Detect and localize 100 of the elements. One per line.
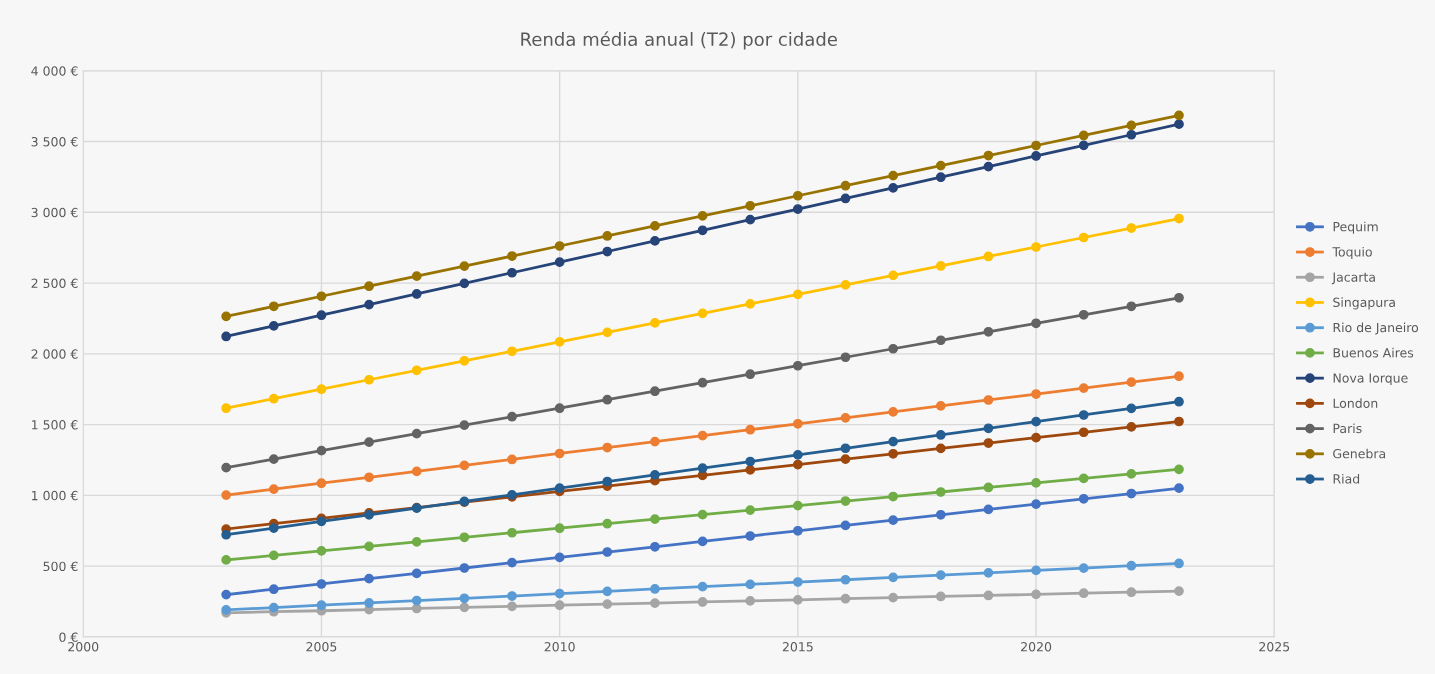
point: [507, 346, 517, 357]
y-tick-label: 2 000 €: [31, 349, 78, 359]
point: [935, 487, 946, 497]
point: [983, 161, 994, 172]
point: [507, 251, 517, 261]
point: [268, 584, 279, 595]
x-tick-label: 2025: [1259, 642, 1290, 652]
point: [459, 261, 470, 271]
x-tick-label: 2005: [306, 642, 337, 652]
point: [554, 600, 565, 611]
point: [459, 532, 470, 543]
point: [840, 574, 851, 585]
point: [316, 579, 327, 589]
legend-label: Paris: [1333, 423, 1362, 434]
point: [602, 599, 613, 609]
point: [316, 478, 327, 489]
point: [697, 536, 708, 547]
point: [554, 403, 565, 414]
point: [221, 462, 232, 473]
point: [602, 327, 613, 338]
point: [745, 505, 756, 515]
y-tick-label: 1 500 €: [32, 420, 78, 430]
point: [221, 589, 232, 600]
point: [268, 602, 279, 613]
point: [697, 463, 708, 474]
point: [411, 466, 422, 477]
point: [983, 482, 994, 493]
legend-label: Singapura: [1333, 297, 1395, 310]
point: [935, 172, 946, 183]
point: [1126, 403, 1137, 414]
point: [650, 584, 660, 594]
point: [792, 577, 803, 587]
point: [602, 231, 613, 241]
point: [221, 490, 232, 500]
point: [221, 403, 232, 414]
point: [364, 299, 374, 310]
legend-label: Toquio: [1332, 246, 1372, 260]
point: [364, 598, 374, 608]
point: [411, 536, 422, 547]
point: [221, 555, 232, 565]
point: [554, 552, 565, 563]
point: [411, 365, 422, 376]
point: [1078, 383, 1089, 393]
point: [935, 509, 946, 520]
point: [554, 588, 565, 599]
point: [745, 579, 756, 590]
point: [935, 261, 946, 271]
point: [602, 476, 613, 487]
point: [1031, 589, 1041, 600]
point: [745, 595, 756, 606]
point: [411, 595, 422, 606]
point: [697, 509, 708, 520]
point: [840, 496, 851, 506]
point: [507, 454, 517, 465]
point: [792, 204, 803, 214]
point: [935, 335, 946, 346]
point: [888, 270, 899, 281]
point: [1078, 309, 1089, 320]
point: [792, 500, 803, 511]
legend-label: Buenos Aires: [1333, 347, 1414, 358]
point: [983, 251, 994, 262]
point: [983, 150, 994, 161]
point: [602, 586, 613, 597]
point: [983, 326, 994, 337]
point: [459, 602, 470, 613]
point: [316, 291, 327, 302]
point: [840, 193, 851, 204]
legend-label: London: [1333, 398, 1378, 408]
point: [1031, 565, 1041, 576]
point: [745, 531, 756, 541]
point: [1078, 473, 1089, 484]
point: [983, 423, 994, 434]
point: [1174, 292, 1184, 303]
point: [316, 600, 327, 611]
point: [745, 456, 756, 467]
y-tick-label: 500 €: [43, 561, 78, 572]
y-tick-label: 0 €: [59, 632, 78, 642]
point: [888, 592, 899, 603]
point: [650, 386, 660, 397]
point: [935, 443, 946, 454]
point: [697, 377, 708, 388]
point: [268, 393, 279, 404]
point: [364, 437, 374, 448]
point: [1031, 478, 1041, 488]
point: [935, 401, 946, 411]
point: [411, 271, 422, 282]
point: [507, 601, 517, 612]
point: [507, 527, 517, 538]
legend-label: Riad: [1333, 473, 1360, 484]
point: [268, 301, 279, 312]
point: [507, 411, 517, 422]
point: [459, 563, 470, 573]
point: [459, 460, 470, 471]
point: [650, 470, 660, 480]
point: [507, 591, 517, 601]
legend-label: Pequim: [1333, 221, 1378, 234]
point: [888, 515, 899, 526]
legend-label: Nova Iorque: [1333, 373, 1408, 386]
point: [888, 436, 899, 447]
point: [745, 214, 756, 225]
